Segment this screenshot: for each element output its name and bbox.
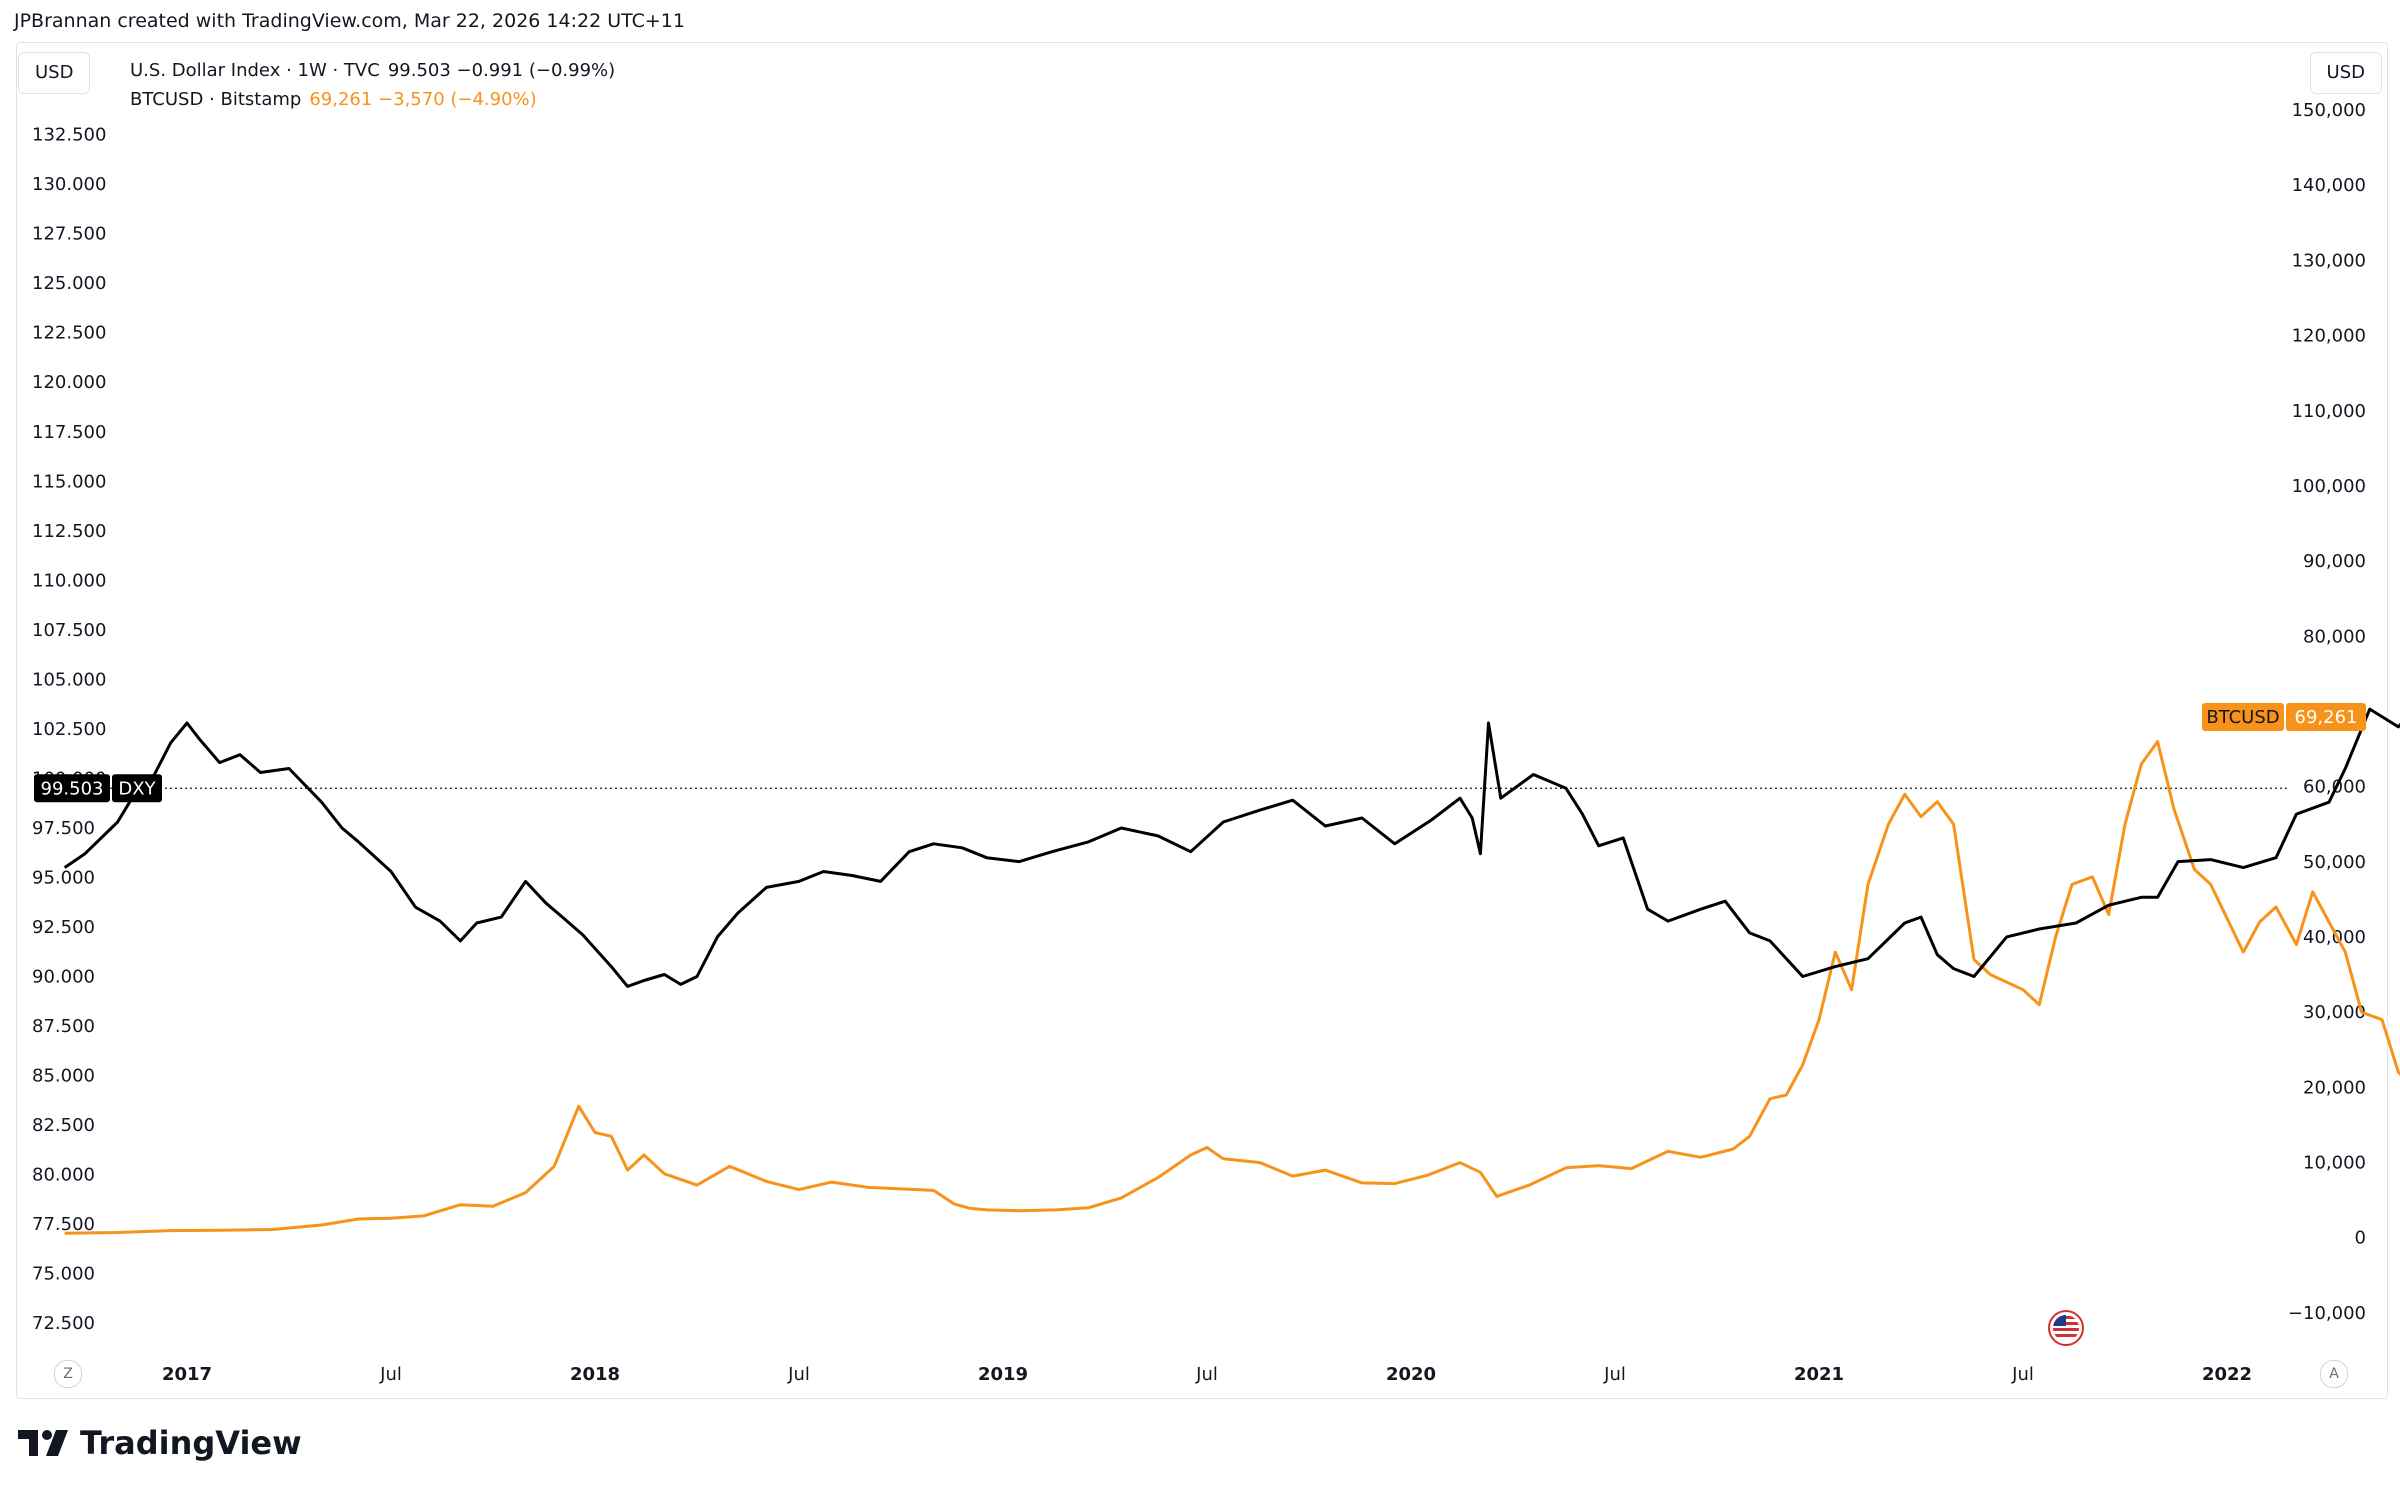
auto-scale-left-button[interactable]: Z [54, 1360, 82, 1388]
left-axis-tick-label: 72.500 [32, 1313, 95, 1334]
right-axis-tick-label: 0 [2355, 1228, 2366, 1249]
us-flag-icon[interactable] [2048, 1310, 2084, 1346]
left-axis-tick-label: 122.500 [32, 323, 106, 344]
right-axis-tick-label: 30,000 [2303, 1002, 2366, 1023]
time-axis-tick-label: 2019 [978, 1364, 1028, 1385]
legend-btc-value: 69,261 −3,570 (−4.90%) [309, 89, 537, 110]
time-axis-tick-label: 2017 [162, 1364, 212, 1385]
series-line-btcusd [64, 740, 2400, 1235]
legend: U.S. Dollar Index · 1W · TVC 99.503 −0.99… [130, 56, 615, 114]
left-axis-tick-label: 120.000 [32, 372, 106, 393]
dxy-tag-name: DXY [118, 778, 156, 799]
right-axis-tick-label: 120,000 [2292, 326, 2366, 347]
dxy-price-tag: 99.503 DXY [34, 774, 162, 803]
dxy-tag-value: 99.503 [41, 778, 104, 799]
left-axis-tick-label: 82.500 [32, 1115, 95, 1136]
legend-dxy-value: 99.503 −0.991 (−0.99%) [387, 60, 616, 81]
time-axis-tick-label: 2021 [1794, 1364, 1844, 1385]
btc-tag-value: 69,261 [2295, 707, 2358, 728]
time-axis-tick-label: 2020 [1386, 1364, 1436, 1385]
left-axis-tick-label: 80.000 [32, 1165, 95, 1186]
right-axis-tick-label: −10,000 [2288, 1303, 2366, 1324]
left-axis: 132.500 130.000 127.500 125.000 122.500 120.0… [32, 125, 106, 1335]
right-axis-tick-label: 80,000 [2303, 626, 2366, 647]
left-axis-tick-label: 107.500 [32, 620, 106, 641]
btc-tag-name: BTCUSD [2206, 707, 2279, 728]
left-axis-tick-label: 112.500 [32, 521, 106, 542]
left-axis-tick-label: 77.500 [32, 1214, 95, 1235]
left-axis-tick-label: 105.000 [32, 669, 106, 690]
right-axis-tick-label: 100,000 [2292, 476, 2366, 497]
btc-price-tag: BTCUSD 69,261 [2202, 703, 2366, 732]
left-currency-label[interactable]: USD [18, 52, 91, 94]
time-axis-tick-label: Jul [1603, 1364, 1626, 1385]
right-axis-tick-label: 60,000 [2303, 777, 2366, 798]
right-axis-tick-label: 90,000 [2303, 551, 2366, 572]
left-axis-tick-label: 117.500 [32, 422, 106, 443]
left-axis-tick-label: 97.500 [32, 818, 95, 839]
right-axis-tick-label: 50,000 [2303, 852, 2366, 873]
chart-credit: JPBrannan created with TradingView.com, … [14, 10, 685, 32]
right-axis-tick-label: 20,000 [2303, 1077, 2366, 1098]
time-axis-tick-label: Jul [1195, 1364, 1218, 1385]
legend-dxy-name: U.S. Dollar Index · 1W · TVC [130, 60, 380, 81]
left-axis-tick-label: 75.000 [32, 1264, 95, 1285]
right-currency-label[interactable]: USD [2309, 52, 2382, 94]
tradingview-logo-icon [18, 1430, 68, 1456]
left-axis-tick-label: 95.000 [32, 867, 95, 888]
legend-dxy[interactable]: U.S. Dollar Index · 1W · TVC 99.503 −0.99… [130, 56, 615, 85]
time-axis-tick-label: Jul [379, 1364, 402, 1385]
time-axis: 2017Jul2018Jul2019Jul2020Jul2021Jul2022J… [162, 1364, 2252, 1385]
right-axis-tick-label: 40,000 [2303, 927, 2366, 948]
time-axis-tick-label: 2022 [2202, 1364, 2252, 1385]
left-axis-tick-label: 85.000 [32, 1066, 95, 1087]
auto-scale-right-button[interactable]: A [2320, 1360, 2348, 1388]
right-axis-tick-label: 150,000 [2292, 100, 2366, 121]
left-axis-tick-label: 90.000 [32, 967, 95, 988]
left-axis-tick-label: 92.500 [32, 917, 95, 938]
time-axis-tick-label: Jul [2011, 1364, 2034, 1385]
left-axis-tick-label: 87.500 [32, 1016, 95, 1037]
time-axis-tick-label: Jul [787, 1364, 810, 1385]
right-axis-tick-label: 10,000 [2303, 1153, 2366, 1174]
legend-btc[interactable]: BTCUSD · Bitstamp 69,261 −3,570 (−4.90%) [130, 85, 615, 114]
time-axis-tick-label: 2018 [570, 1364, 620, 1385]
left-axis-tick-label: 102.500 [32, 719, 106, 740]
right-axis-tick-label: 110,000 [2292, 401, 2366, 422]
left-axis-tick-label: 115.000 [32, 471, 106, 492]
left-axis-tick-label: 127.500 [32, 224, 106, 245]
left-axis-tick-label: 130.000 [32, 174, 106, 195]
tradingview-logo[interactable]: TradingView [18, 1424, 302, 1462]
series-line-dxy [63, 707, 2400, 988]
left-axis-tick-label: 110.000 [32, 570, 106, 591]
right-axis-tick-label: 130,000 [2292, 250, 2366, 271]
legend-btc-name: BTCUSD · Bitstamp [130, 89, 302, 110]
left-axis-tick-label: 132.500 [32, 125, 106, 146]
right-axis-tick-label: 140,000 [2292, 175, 2366, 196]
brand-name: TradingView [80, 1424, 302, 1462]
left-axis-tick-label: 125.000 [32, 273, 106, 294]
